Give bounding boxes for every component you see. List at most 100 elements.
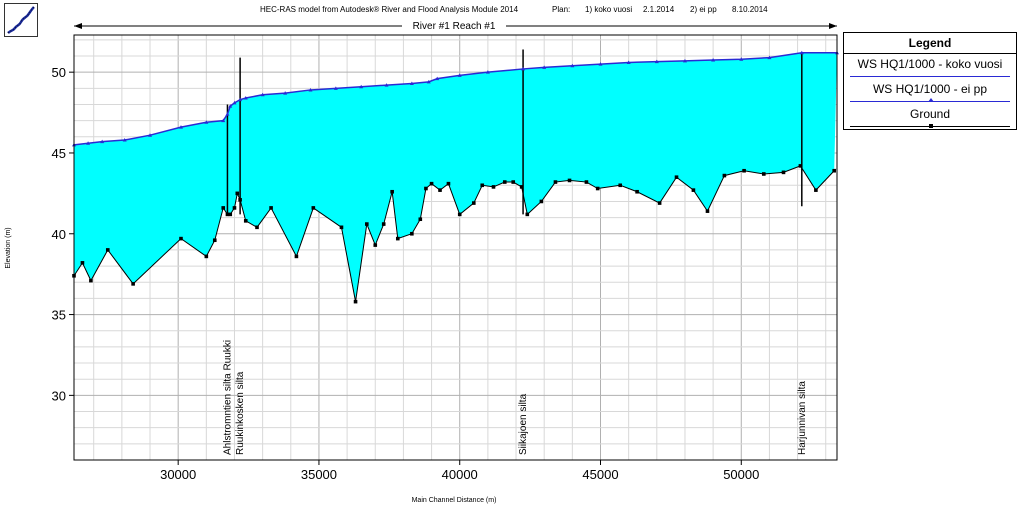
ws-point — [384, 83, 389, 87]
ws-point — [204, 120, 209, 124]
ground-point — [480, 183, 485, 188]
ws-point — [457, 73, 462, 77]
ground-point — [390, 189, 394, 194]
x-tick-label: 35000 — [301, 467, 337, 482]
x-tick-label: 50000 — [723, 467, 759, 482]
y-axis-ticks: 30 35 40 45 50 — [52, 65, 74, 403]
reach-arrow-left — [74, 23, 82, 29]
ground-point — [472, 201, 476, 205]
ground-point — [373, 243, 378, 247]
ws-point — [626, 60, 631, 64]
river-thumbnail-icon[interactable] — [4, 3, 38, 37]
ground-point — [618, 183, 623, 188]
reach-arrow-right — [829, 23, 837, 29]
ground-point — [410, 231, 414, 236]
ws-point — [682, 58, 687, 63]
y-axis-label: Elevation (m) — [5, 227, 12, 268]
ground-point — [232, 206, 237, 210]
legend-swatch-triangle — [928, 98, 934, 102]
ws-point — [333, 86, 338, 90]
plan1-date: 2.1.2014 — [643, 5, 675, 14]
reach-label: River #1 Reach #1 — [413, 21, 496, 32]
ws-point — [598, 62, 603, 66]
ws-point — [283, 91, 288, 95]
y-tick-label: 30 — [52, 388, 66, 403]
y-tick-label: 50 — [52, 65, 66, 80]
reach-label-bg — [402, 19, 506, 32]
ground-point — [742, 168, 746, 173]
ground-point — [584, 180, 589, 184]
ground-point — [657, 201, 662, 205]
bridge-label: Ahlstromntien silta Ruukki — [222, 340, 233, 455]
ground-point — [424, 186, 428, 191]
ws-point — [739, 57, 744, 61]
bridge-label: Ruukinkosken silta — [235, 371, 246, 455]
x-axis-ticks: 30000 35000 40000 45000 50000 — [160, 460, 759, 482]
legend: Legend WS HQ1/1000 - koko vuosi WS HQ1/1… — [843, 32, 1017, 130]
ground-point — [365, 222, 369, 226]
ws-point — [232, 100, 237, 105]
ground-point — [832, 168, 836, 173]
ws-point — [122, 138, 127, 142]
ground-point — [798, 164, 803, 168]
x-tick-label: 40000 — [442, 467, 478, 482]
legend-entry-ws-koko-vuosi: WS HQ1/1000 - koko vuosi — [844, 54, 1016, 79]
plan2-date: 8.10.2014 — [732, 5, 768, 14]
plot-frame — [73, 34, 838, 461]
ground-point — [269, 206, 273, 210]
ground-point — [814, 188, 818, 192]
y-tick-label: 40 — [52, 227, 66, 242]
ground-point — [705, 209, 710, 213]
ground-point — [179, 236, 183, 241]
ground-point — [339, 225, 344, 230]
ground-point — [674, 175, 679, 180]
ground-point — [235, 191, 240, 196]
plan1-name: 1) koko vuosi — [585, 5, 632, 14]
ws-point — [654, 59, 659, 64]
x-axis-label: Main Channel Distance (m) — [412, 497, 497, 504]
ground-point — [294, 254, 299, 259]
ground-point — [228, 212, 233, 217]
ground-point — [238, 198, 242, 202]
ws-point — [228, 104, 233, 108]
ground-point — [502, 180, 507, 184]
ground-point — [225, 212, 230, 217]
ground-point — [519, 185, 524, 189]
ground-point — [722, 173, 727, 178]
ws-point — [426, 79, 431, 84]
ground-point — [381, 222, 386, 226]
legend-entry-label: WS HQ1/1000 - ei pp — [872, 82, 988, 96]
legend-swatch-line — [850, 76, 1010, 77]
series-line-ws-koko-vuosi — [73, 52, 837, 146]
legend-entry-ws-ei-pp: WS HQ1/1000 - ei pp — [844, 79, 1016, 104]
ground-point — [781, 170, 786, 175]
legend-entry-label: WS HQ1/1000 - koko vuosi — [857, 57, 1003, 71]
ground-point — [255, 225, 259, 230]
ws-point — [238, 97, 243, 102]
ground-point — [429, 181, 434, 186]
x-tick-label: 45000 — [582, 467, 618, 482]
ground-point — [131, 282, 135, 286]
y-tick-label: 45 — [52, 146, 66, 161]
ground-point — [311, 206, 316, 210]
ground-point — [567, 178, 572, 183]
y-tick-label: 35 — [52, 308, 66, 323]
legend-title: Legend — [844, 33, 1016, 54]
ground-point — [539, 199, 544, 204]
ground-point — [204, 254, 209, 259]
plan-label: Plan: — [552, 5, 570, 14]
legend-entry-label: Ground — [909, 107, 951, 121]
ws-point — [308, 87, 313, 92]
ground-point — [212, 238, 217, 243]
ground-point — [243, 219, 248, 223]
ws-point — [148, 133, 153, 137]
ws-point — [243, 96, 248, 100]
ws-point — [409, 81, 414, 85]
bridge-label: Siikajoen silta — [518, 393, 529, 455]
legend-swatch-square — [929, 124, 933, 128]
ws-point — [435, 76, 440, 81]
ground-point — [511, 180, 516, 184]
ground-point — [418, 217, 423, 222]
ws-point — [260, 92, 265, 97]
